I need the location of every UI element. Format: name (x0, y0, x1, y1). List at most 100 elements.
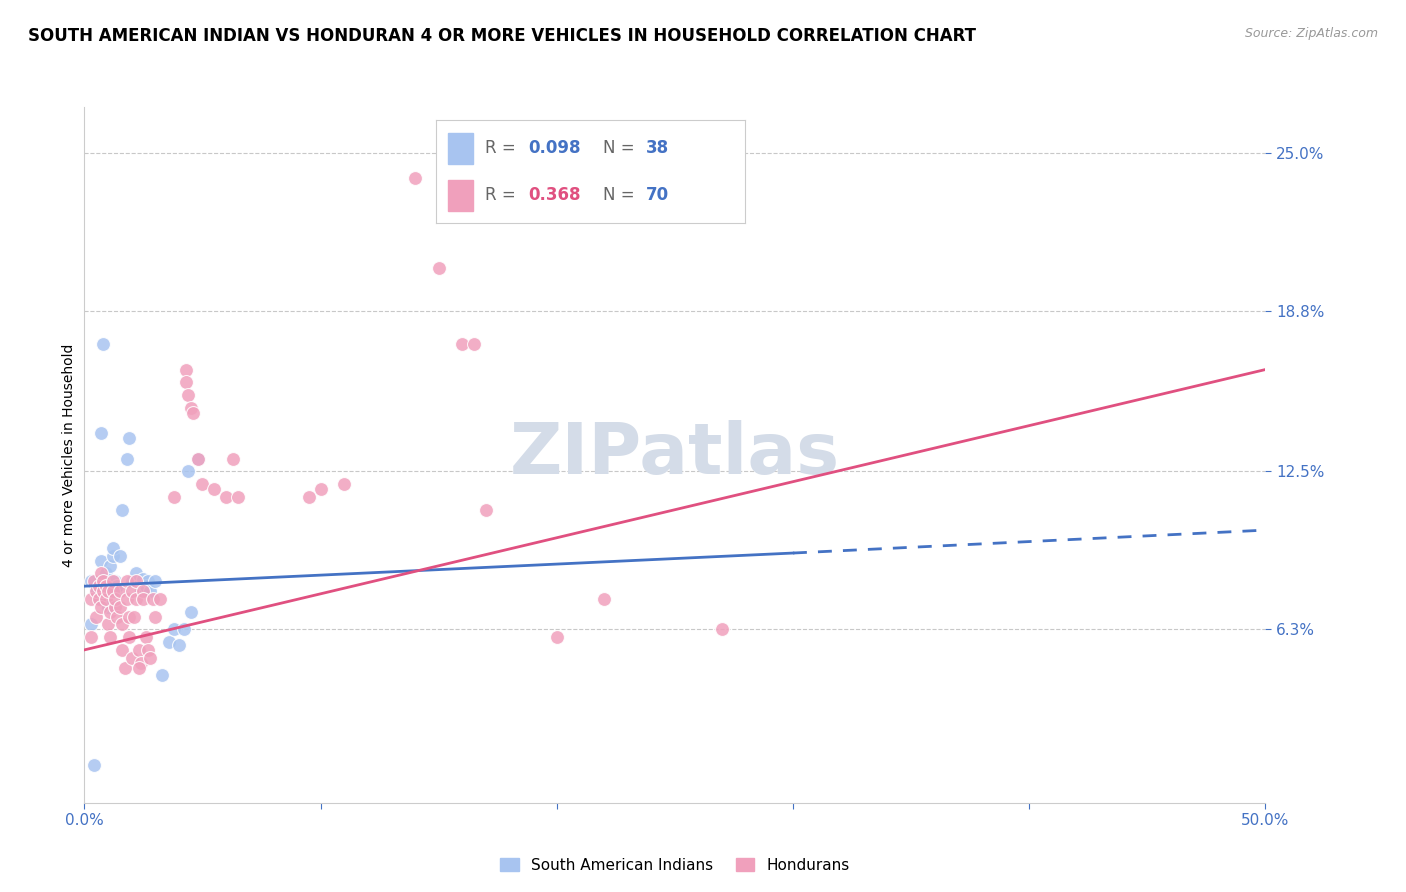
Point (80, 591, 103, 606)
Point (135, 630, 157, 644)
Point (136, 574, 159, 588)
Point (94, 566, 117, 581)
Point (125, 574, 148, 588)
Point (180, 605, 202, 619)
Point (111, 643, 134, 657)
Point (463, 337, 485, 351)
Point (97, 584, 120, 599)
Point (91, 584, 114, 599)
Point (333, 477, 356, 491)
Point (181, 406, 204, 420)
Point (104, 599, 127, 614)
Point (98, 605, 121, 619)
Point (94, 591, 117, 606)
Point (139, 650, 162, 665)
Point (132, 591, 155, 606)
Text: ZIPatlas: ZIPatlas (510, 420, 839, 490)
Text: 38: 38 (647, 139, 669, 157)
Point (427, 260, 450, 275)
Point (91, 579, 114, 593)
Point (108, 584, 131, 599)
Point (87, 591, 110, 606)
Point (177, 465, 200, 479)
Point (132, 572, 155, 586)
Point (108, 549, 131, 563)
Point (107, 579, 129, 593)
Point (101, 574, 124, 588)
Point (97, 584, 120, 599)
Point (115, 591, 138, 606)
Text: Source: ZipAtlas.com: Source: ZipAtlas.com (1244, 27, 1378, 40)
Point (135, 579, 157, 593)
Point (80, 617, 103, 632)
Point (177, 388, 200, 402)
Text: SOUTH AMERICAN INDIAN VS HONDURAN 4 OR MORE VEHICLES IN HOUSEHOLD CORRELATION CH: SOUTH AMERICAN INDIAN VS HONDURAN 4 OR M… (28, 27, 976, 45)
Point (174, 362, 197, 376)
Point (143, 609, 166, 624)
Point (129, 656, 152, 670)
Point (91, 574, 114, 588)
Point (222, 451, 245, 466)
Point (128, 643, 150, 657)
Point (309, 483, 332, 497)
Point (90, 426, 112, 441)
Point (97, 617, 120, 632)
Point (129, 584, 152, 599)
Point (187, 451, 209, 466)
Point (104, 591, 127, 606)
Bar (449, 133, 472, 163)
Point (173, 623, 195, 637)
Legend: South American Indians, Hondurans: South American Indians, Hondurans (494, 852, 856, 879)
Point (80, 574, 103, 588)
Point (157, 635, 180, 649)
Point (163, 490, 186, 504)
Point (90, 554, 112, 568)
Point (91, 337, 114, 351)
Point (90, 566, 112, 581)
Point (84, 584, 107, 599)
Point (101, 584, 124, 599)
Point (98, 558, 121, 573)
Point (115, 451, 138, 466)
Point (125, 591, 148, 606)
Point (187, 451, 209, 466)
Point (150, 668, 173, 682)
Point (404, 171, 426, 186)
Point (98, 630, 121, 644)
Point (111, 617, 134, 632)
Point (593, 591, 616, 606)
Point (546, 630, 568, 644)
Point (84, 584, 107, 599)
Point (132, 584, 155, 599)
Text: N =: N = (603, 186, 640, 204)
Text: R =: R = (485, 186, 522, 204)
Point (83, 757, 105, 772)
Y-axis label: 4 or more Vehicles in Household: 4 or more Vehicles in Household (62, 343, 76, 566)
Point (451, 337, 474, 351)
Point (104, 574, 127, 588)
Bar (449, 180, 472, 211)
Point (191, 477, 214, 491)
Point (104, 584, 127, 599)
Point (163, 623, 186, 637)
Point (226, 490, 249, 504)
Point (142, 591, 165, 606)
Point (108, 599, 131, 614)
Point (80, 630, 103, 644)
Point (118, 609, 141, 624)
Point (180, 401, 202, 415)
Point (101, 549, 124, 563)
Point (101, 541, 124, 555)
Point (121, 584, 143, 599)
Point (167, 638, 190, 652)
Text: 70: 70 (647, 186, 669, 204)
Point (215, 490, 238, 504)
Point (118, 431, 141, 445)
Text: 0.368: 0.368 (529, 186, 581, 204)
Point (128, 661, 150, 675)
Point (125, 566, 148, 581)
Point (143, 574, 166, 588)
Point (97, 599, 120, 614)
Point (202, 483, 225, 497)
Text: N =: N = (603, 139, 640, 157)
